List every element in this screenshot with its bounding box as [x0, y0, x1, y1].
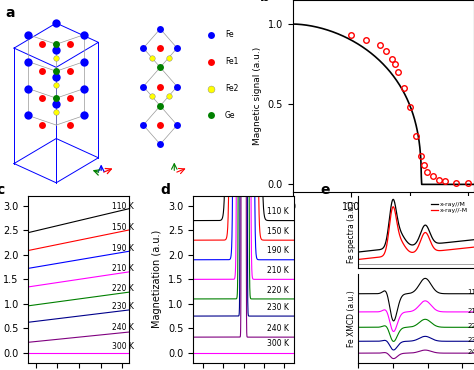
Text: b: b [260, 0, 270, 4]
Text: Fe: Fe [225, 30, 234, 39]
Text: 220 K: 220 K [112, 284, 134, 293]
Text: 300 K: 300 K [267, 339, 289, 349]
Text: 190 K: 190 K [267, 246, 289, 255]
Text: 230 K: 230 K [267, 303, 289, 312]
Text: 150 K: 150 K [267, 227, 289, 236]
Text: Ge: Ge [225, 111, 236, 120]
Y-axis label: Magnetization (a.u.): Magnetization (a.u.) [152, 230, 163, 329]
Text: 240 K: 240 K [267, 324, 289, 333]
Text: Fe1: Fe1 [225, 57, 238, 66]
Text: 190 K: 190 K [112, 244, 134, 253]
Text: 110 K: 110 K [112, 202, 134, 211]
Text: d: d [161, 183, 171, 197]
Text: 210 K: 210 K [112, 264, 134, 273]
Text: a: a [6, 6, 15, 20]
Text: c: c [0, 183, 4, 197]
Text: e: e [320, 183, 330, 197]
Text: 150 K: 150 K [112, 223, 134, 232]
Text: 300 K: 300 K [112, 342, 134, 351]
Text: 110 K: 110 K [267, 207, 289, 216]
Y-axis label: Magnetic signal (a.u.): Magnetic signal (a.u.) [253, 47, 262, 145]
Text: 240 K: 240 K [112, 323, 134, 332]
Text: 230 K: 230 K [112, 302, 134, 310]
Text: 220 K: 220 K [267, 286, 289, 295]
X-axis label: T (K): T (K) [372, 218, 395, 228]
Text: 210 K: 210 K [267, 266, 289, 275]
Text: Fe2: Fe2 [225, 84, 238, 93]
